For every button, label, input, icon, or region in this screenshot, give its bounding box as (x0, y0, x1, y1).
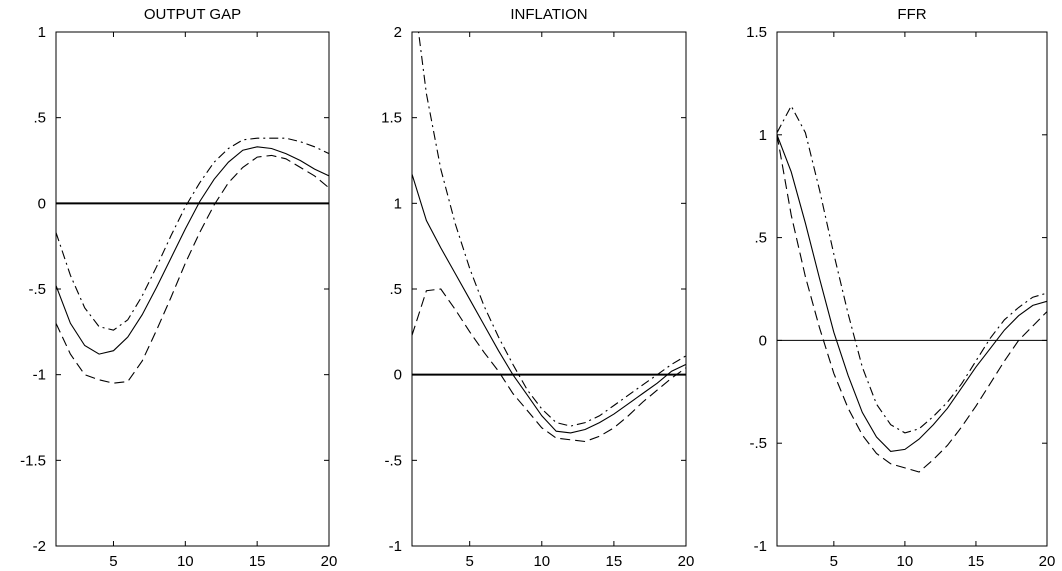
y-tick-label: 1 (394, 195, 402, 212)
panel-1: OUTPUT GAP-2-1.5-1-.50.515 10 15 20 (20, 6, 337, 570)
series-line-dashed (56, 154, 329, 384)
series-line-solid (412, 174, 686, 434)
y-tick-label: -2 (33, 538, 46, 555)
y-tick-label: -.5 (749, 435, 767, 452)
y-tick-label: -.5 (384, 452, 402, 469)
y-tick-label: 1 (759, 127, 767, 144)
x-tick-label: 5 (109, 553, 117, 570)
x-tick-label: 20 (1039, 553, 1056, 570)
series-line-dashed (412, 288, 686, 443)
y-tick-label: -1 (754, 538, 767, 555)
plot-frame (411, 31, 687, 547)
x-tick-label: 5 (830, 553, 838, 570)
chart-title: OUTPUT GAP (144, 6, 241, 23)
y-tick-label: .5 (754, 230, 767, 247)
x-tick-label: 15 (249, 553, 266, 570)
y-tick-label: 1.5 (746, 24, 767, 41)
x-tick-label: 20 (321, 553, 338, 570)
chart-title: FFR (897, 6, 926, 23)
x-tick-label: 10 (897, 553, 914, 570)
x-tick-label: 15 (968, 553, 985, 570)
y-tick-label: 0 (394, 367, 402, 384)
series-line-solid (777, 134, 1047, 452)
y-tick-label: 0 (759, 332, 767, 349)
series-line-dashdot (777, 104, 1047, 434)
y-tick-label: .5 (389, 281, 402, 298)
series-line-solid (56, 146, 329, 355)
y-tick-label: .5 (33, 110, 46, 127)
y-tick-label: 2 (394, 24, 402, 41)
y-tick-label: -1 (33, 367, 46, 384)
plot-frame (55, 31, 330, 547)
series-line-dashdot (56, 137, 329, 331)
series-line-dashdot (417, 32, 686, 427)
plot-frame (776, 31, 1048, 547)
y-tick-label: 1 (38, 24, 46, 41)
chart-title: INFLATION (510, 6, 587, 23)
panel-2: INFLATION -1 -.5 0 .5 1 1.5 2 5 10 15 20 (381, 6, 695, 570)
x-tick-label: 15 (606, 553, 623, 570)
panel-3: FFR -1 -.5 0 .5 1 1.5 5 10 15 20 (746, 6, 1055, 570)
y-tick-label: -.5 (28, 281, 46, 298)
x-tick-label: 10 (177, 553, 194, 570)
y-tick-label: 0 (38, 195, 46, 212)
x-tick-label: 5 (466, 553, 474, 570)
x-tick-label: 20 (678, 553, 695, 570)
series-line-dashed (777, 134, 1047, 473)
y-tick-label: -1.5 (20, 452, 46, 469)
y-tick-label: 1.5 (381, 110, 402, 127)
y-tick-label: -1 (389, 538, 402, 555)
x-tick-label: 10 (533, 553, 550, 570)
